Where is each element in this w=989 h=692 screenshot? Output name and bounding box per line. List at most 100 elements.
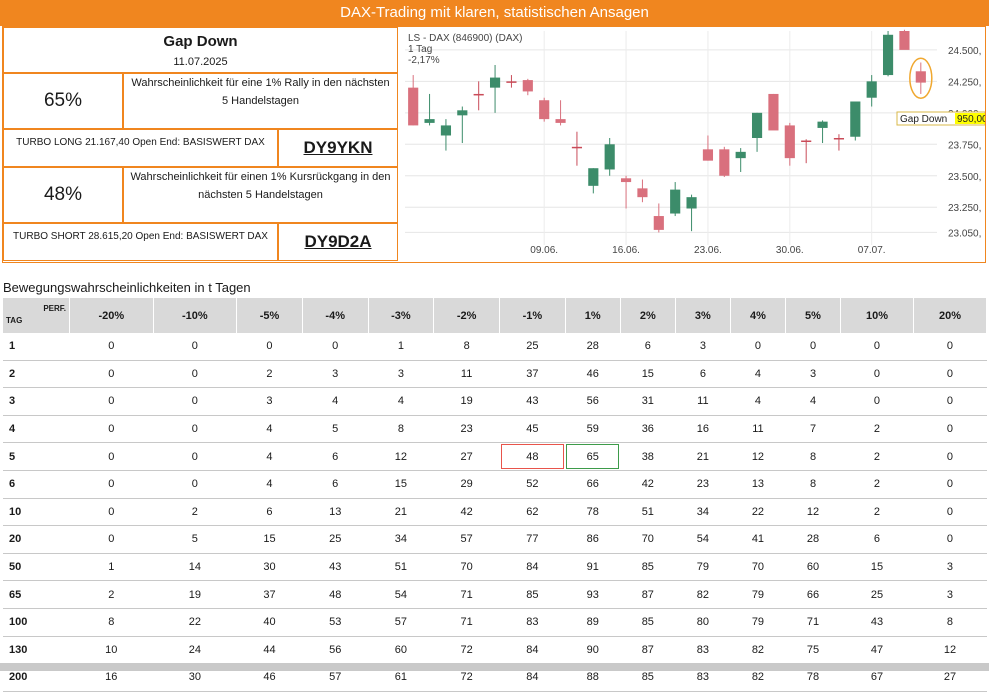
rally-percentage: 65% [3, 73, 123, 129]
table-cell: 60 [785, 553, 841, 582]
probability-table: PERF. TAG -20% -10% -5% -4% -3% -2% -1% 1% 2% 3% 4… [3, 298, 988, 692]
table-cell: 14 [153, 553, 237, 582]
table-cell: 0 [69, 498, 154, 527]
table-cell: 11 [730, 415, 786, 444]
table-cell: 87 [620, 636, 676, 665]
table-cell: 0 [153, 333, 237, 361]
table-cell: 15 [368, 470, 434, 499]
table-cell: 3 [368, 360, 434, 389]
table-cell: 57 [433, 525, 500, 554]
x-tick-label: 23.06. [694, 245, 722, 256]
table-cell: 70 [433, 553, 500, 582]
table-cell: 0 [69, 360, 154, 389]
table-cell: 87 [620, 580, 676, 609]
table-cell: 86 [565, 525, 621, 554]
table-cell: 82 [730, 636, 786, 665]
chart-period: 1 Tag [408, 44, 432, 55]
table-cell: 46 [565, 360, 621, 389]
table-cell: 0 [913, 415, 987, 444]
row-tag: 50 [3, 553, 70, 582]
table-cell: 28 [565, 333, 621, 361]
candle-body [539, 100, 550, 120]
y-tick-label: 23.750, [948, 140, 981, 151]
table-cell: 22 [153, 608, 237, 637]
column-header: 5% [785, 298, 842, 333]
chart-candles [408, 29, 926, 233]
annotation-label: Gap Down [900, 114, 947, 125]
table-row: 65 2 19 37 48 54 71 85 93 87 82 79 66 25 3 [3, 580, 987, 609]
table-cell: 1 [69, 553, 154, 582]
table-cell: 79 [675, 553, 731, 582]
table-cell: 0 [69, 415, 154, 444]
table-cell: 62 [499, 498, 566, 527]
table-cell: 6 [302, 442, 369, 471]
table-cell: 0 [153, 415, 237, 444]
table-cell: 45 [499, 415, 566, 444]
column-header: 3% [675, 298, 731, 333]
table-cell: 51 [368, 553, 434, 582]
table-row: 100 8 22 40 53 57 71 83 89 85 80 79 71 43 8 [3, 608, 987, 637]
table-cell: 15 [620, 360, 676, 389]
table-cell: 3 [302, 360, 369, 389]
table-cell: 79 [730, 608, 786, 637]
row-tag: 6 [3, 470, 70, 499]
table-cell: 91 [565, 553, 621, 582]
table-cell: 19 [153, 580, 237, 609]
table-cell: 6 [675, 360, 731, 389]
table-cell: 83 [499, 608, 566, 637]
table-cell: 25 [499, 333, 566, 361]
table-cell: 6 [840, 525, 914, 554]
row-tag: 2 [3, 360, 70, 389]
table-cell: 71 [433, 580, 500, 609]
table-cell: 41 [730, 525, 786, 554]
candle-body [686, 197, 697, 209]
table-cell: 12 [785, 498, 841, 527]
table-cell: 40 [236, 608, 303, 637]
table-cell: 2 [840, 415, 914, 444]
table-row: 10 0 2 6 13 21 42 62 78 51 34 22 12 2 0 [3, 498, 987, 527]
table-cell: 70 [620, 525, 676, 554]
column-header: -2% [433, 298, 500, 333]
table-cell: 3 [913, 553, 987, 582]
table-cell: 2 [153, 498, 237, 527]
table-cell: 34 [368, 525, 434, 554]
table-cell: 84 [499, 553, 566, 582]
table-cell: 0 [785, 333, 841, 361]
candle-body [489, 77, 501, 88]
footer-bar [0, 663, 989, 671]
table-cell: 83 [675, 636, 731, 665]
table-body: 1 0 0 0 0 1 8 25 28 6 3 0 0 0 0 2 0 0 2 3 3 11 37 46 15 6 4 3 0 0 3 0 0 3… [3, 333, 987, 692]
turbo-short-code-link[interactable]: DY9D2A [278, 223, 398, 261]
column-header: -1% [499, 298, 566, 333]
row-tag: 1 [3, 333, 70, 361]
signal-infobox: Gap Down 11.07.2025 65% Wahrscheinlichke… [3, 27, 398, 261]
table-cell: 15 [840, 553, 914, 582]
column-header: 4% [730, 298, 786, 333]
table-cell: 0 [69, 442, 154, 471]
table-cell: 1 [368, 333, 434, 361]
candle-body [833, 138, 845, 140]
table-cell: 15 [236, 525, 303, 554]
table-cell: 42 [620, 470, 676, 499]
table-cell: 85 [620, 608, 676, 637]
table-cell: 25 [840, 580, 914, 609]
table-cell: 4 [785, 387, 841, 416]
perf-label: PERF. [43, 304, 66, 313]
annotation-value: 950,00 [957, 114, 985, 125]
table-cell: 44 [236, 636, 303, 665]
table-cell: 23 [675, 470, 731, 499]
signal-title: Gap Down [163, 33, 238, 50]
table-cell: 8 [785, 442, 841, 471]
candle-body [457, 110, 468, 116]
turbo-long-code-link[interactable]: DY9YKN [278, 129, 398, 167]
table-cell: 13 [302, 498, 369, 527]
table-cell: 0 [913, 333, 987, 361]
table-cell: 11 [675, 387, 731, 416]
candle-body [440, 125, 452, 136]
table-cell: 0 [69, 470, 154, 499]
table-cell: 2 [840, 498, 914, 527]
chart-x-axis: 09.06. 16.06. 23.06. 30.06. 07.07. [530, 245, 885, 256]
candle-body [588, 168, 599, 186]
table-cell: 82 [675, 580, 731, 609]
table-cell: 85 [620, 553, 676, 582]
